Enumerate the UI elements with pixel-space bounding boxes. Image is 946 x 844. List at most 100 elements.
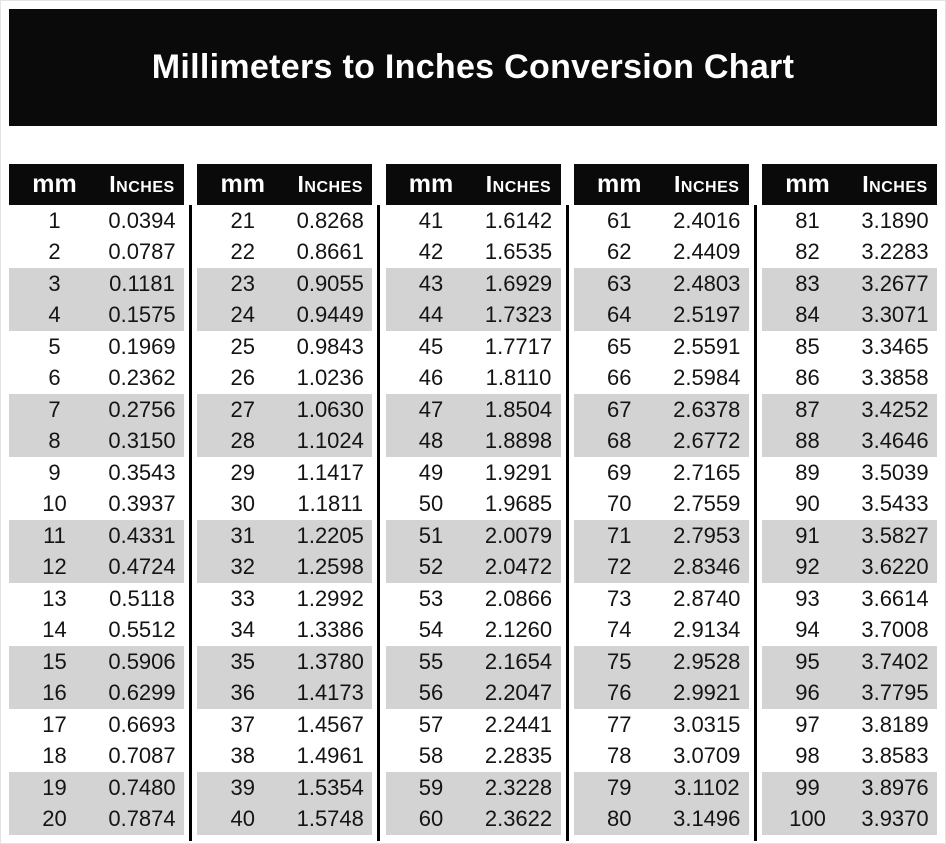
inches-value: 0.5906 <box>108 648 176 674</box>
mm-value: 16 <box>42 680 67 706</box>
inches-value: 2.4409 <box>673 239 741 265</box>
inches-value: 3.1102 <box>673 774 740 800</box>
mm-value: 38 <box>230 743 255 769</box>
inches-value: 2.5197 <box>673 302 741 328</box>
inches-value: 0.3543 <box>108 459 176 485</box>
inches-value: 0.7874 <box>108 806 176 832</box>
table-row: 2 0.0787 <box>9 237 184 269</box>
mm-value: 54 <box>418 617 444 643</box>
mm-value: 95 <box>795 648 820 674</box>
inches-value: 0.1575 <box>108 302 176 328</box>
mm-value: 32 <box>230 554 255 580</box>
inches-value: 1.7717 <box>484 333 553 359</box>
inches-value: 3.0315 <box>673 711 741 737</box>
inches-value: 2.7165 <box>673 459 741 485</box>
page-title: Millimeters to Inches Conversion Chart <box>151 48 795 86</box>
inches-value: 2.7953 <box>673 522 741 548</box>
inches-value: 1.8110 <box>485 365 552 391</box>
table-row: 56 2.2047 <box>385 677 561 709</box>
mm-value: 26 <box>230 365 255 391</box>
inches-value: 3.5433 <box>861 491 929 517</box>
mm-value: 15 <box>42 648 67 674</box>
inches-value: 0.7087 <box>108 743 176 769</box>
table-row: 43 1.6929 <box>385 268 561 300</box>
inches-value: 0.6693 <box>108 711 176 737</box>
inches-value: 1.6929 <box>484 270 553 296</box>
table-row: 70 2.7559 <box>574 489 749 521</box>
inches-value: 0.0394 <box>108 207 176 233</box>
inches-value: 3.3858 <box>861 365 929 391</box>
table-row: 33 1.2992 <box>197 583 372 615</box>
inches-value: 1.9685 <box>484 491 553 517</box>
table-row: 53 2.0866 <box>386 583 561 615</box>
table-row: 63 2.4803 <box>573 268 749 300</box>
mm-value: 90 <box>795 491 820 517</box>
table-row: 39 1.5354 <box>197 772 373 804</box>
mm-value: 93 <box>795 585 820 611</box>
inches-value: 3.5039 <box>861 459 929 485</box>
inches-value: 1.2598 <box>296 554 364 580</box>
inches-value: 3.7795 <box>861 680 929 706</box>
table-row: 7 0.2756 <box>9 394 184 426</box>
table-row: 76 2.9921 <box>573 677 749 709</box>
title-banner: Millimeters to Inches Conversion Chart <box>9 9 937 126</box>
table-row: 49 1.9291 <box>386 457 561 489</box>
table-row: 74 2.9134 <box>574 615 749 647</box>
mm-value: 98 <box>795 743 820 769</box>
inches-value: 0.8268 <box>296 207 364 233</box>
mm-value: 12 <box>42 554 67 580</box>
table-row: 11 0.4331 <box>9 520 184 552</box>
inches-value: 0.7480 <box>108 774 176 800</box>
inches-value: 1.5354 <box>296 774 364 800</box>
table-row: 73 2.8740 <box>574 583 749 615</box>
inches-value: 1.6142 <box>484 207 553 233</box>
mm-value: 39 <box>230 774 255 800</box>
mm-value: 50 <box>418 491 444 517</box>
inches-value: 1.2205 <box>296 522 364 548</box>
table-row: 75 2.9528 <box>573 646 749 678</box>
inches-value: 1.4567 <box>296 711 364 737</box>
table-row: 42 1.6535 <box>386 237 561 269</box>
inches-value: 3.2677 <box>861 270 929 296</box>
mm-value: 66 <box>607 365 632 391</box>
table-row: 36 1.4173 <box>197 677 373 709</box>
mm-value: 44 <box>418 302 444 328</box>
conversion-table-21-40: mm Inches 21 0.8268 22 0.8661 23 0.9055 24 0.94… <box>197 164 373 835</box>
table-row: 87 3.4252 <box>762 394 937 426</box>
inches-value: 1.1811 <box>297 491 364 517</box>
mm-value: 77 <box>607 711 632 737</box>
table-row: 38 1.4961 <box>197 741 372 773</box>
table-row: 29 1.1417 <box>197 457 372 489</box>
inches-value: 1.0236 <box>296 365 364 391</box>
table-row: 24 0.9449 <box>197 299 373 331</box>
mm-value: 65 <box>607 333 632 359</box>
inches-value: 0.3150 <box>108 428 176 454</box>
inches-value: 2.9134 <box>673 617 741 643</box>
table-row: 80 3.1496 <box>573 803 749 835</box>
table-row: 78 3.0709 <box>574 741 749 773</box>
table-header: mm Inches <box>9 164 184 205</box>
table-row: 62 2.4409 <box>574 237 749 269</box>
mm-value: 97 <box>795 711 820 737</box>
mm-column-header: mm <box>220 170 265 198</box>
table-header: mm Inches <box>385 164 561 205</box>
inches-value: 0.4724 <box>108 554 176 580</box>
mm-value: 4 <box>48 302 61 328</box>
inches-value: 0.4331 <box>108 522 176 548</box>
mm-column-header: mm <box>408 170 454 198</box>
table-row: 5 0.1969 <box>9 331 184 363</box>
mm-value: 89 <box>795 459 820 485</box>
table-row: 97 3.8189 <box>762 709 937 741</box>
mm-value: 45 <box>418 333 444 359</box>
inches-value: 0.8661 <box>296 239 364 265</box>
table-row: 61 2.4016 <box>574 205 749 237</box>
mm-value: 94 <box>795 617 820 643</box>
mm-column-header: mm <box>597 170 642 198</box>
mm-value: 63 <box>607 270 632 296</box>
mm-value: 84 <box>795 302 820 328</box>
table-row: 72 2.8346 <box>573 551 749 583</box>
inches-value: 1.3386 <box>296 617 364 643</box>
table-divider <box>377 205 381 841</box>
tables-container: mm Inches 1 0.0394 2 0.0787 3 0.1181 4 0.1575 5 0… <box>1 164 945 841</box>
table-row: 1 0.0394 <box>9 205 184 237</box>
